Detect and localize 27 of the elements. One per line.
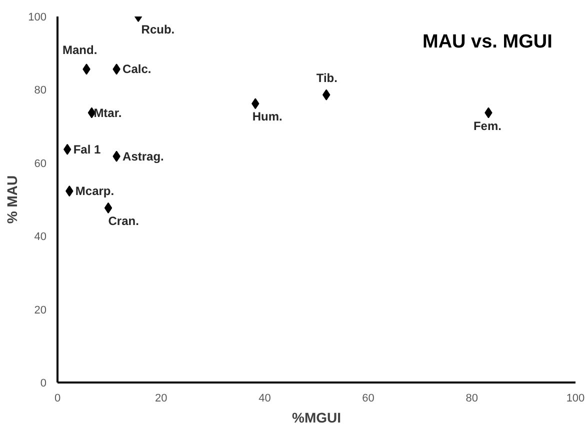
annotation: Rcub.: [141, 22, 175, 36]
annotation: Fem.: [473, 118, 502, 133]
y-tick-label: 80: [34, 84, 47, 97]
annotation: Hum.: [252, 110, 282, 124]
annotation: Tib.: [316, 70, 338, 85]
y-tick-label: 100: [28, 12, 47, 24]
y-tick-label: 20: [34, 304, 47, 316]
x-tick-label: 20: [154, 392, 168, 404]
y-tick-label: 60: [34, 158, 47, 170]
annotation: Mand.: [62, 43, 98, 58]
x-axis-title: %MGUI: [292, 410, 341, 426]
annotation: Cran.: [108, 214, 139, 228]
annotation: Calc.: [122, 62, 152, 76]
annotation: Astrag.: [122, 149, 164, 164]
x-tick-label: 60: [362, 392, 374, 404]
annotation: Mtar.: [94, 106, 122, 120]
x-tick-label: 100: [566, 392, 585, 404]
point: [104, 202, 112, 214]
annotation: Fal 1: [73, 142, 102, 156]
annotation: Mcarp.: [75, 184, 114, 198]
x-tick-label: 80: [466, 392, 478, 404]
x-tick-label: 0: [54, 392, 61, 404]
y-axis-title: % MAU: [4, 175, 20, 224]
y-tick-label: 40: [34, 231, 47, 244]
x-tick-label: 40: [258, 392, 271, 404]
text: MAU vs. MGUI: [422, 32, 552, 52]
y-tick-label: 0: [40, 378, 47, 390]
